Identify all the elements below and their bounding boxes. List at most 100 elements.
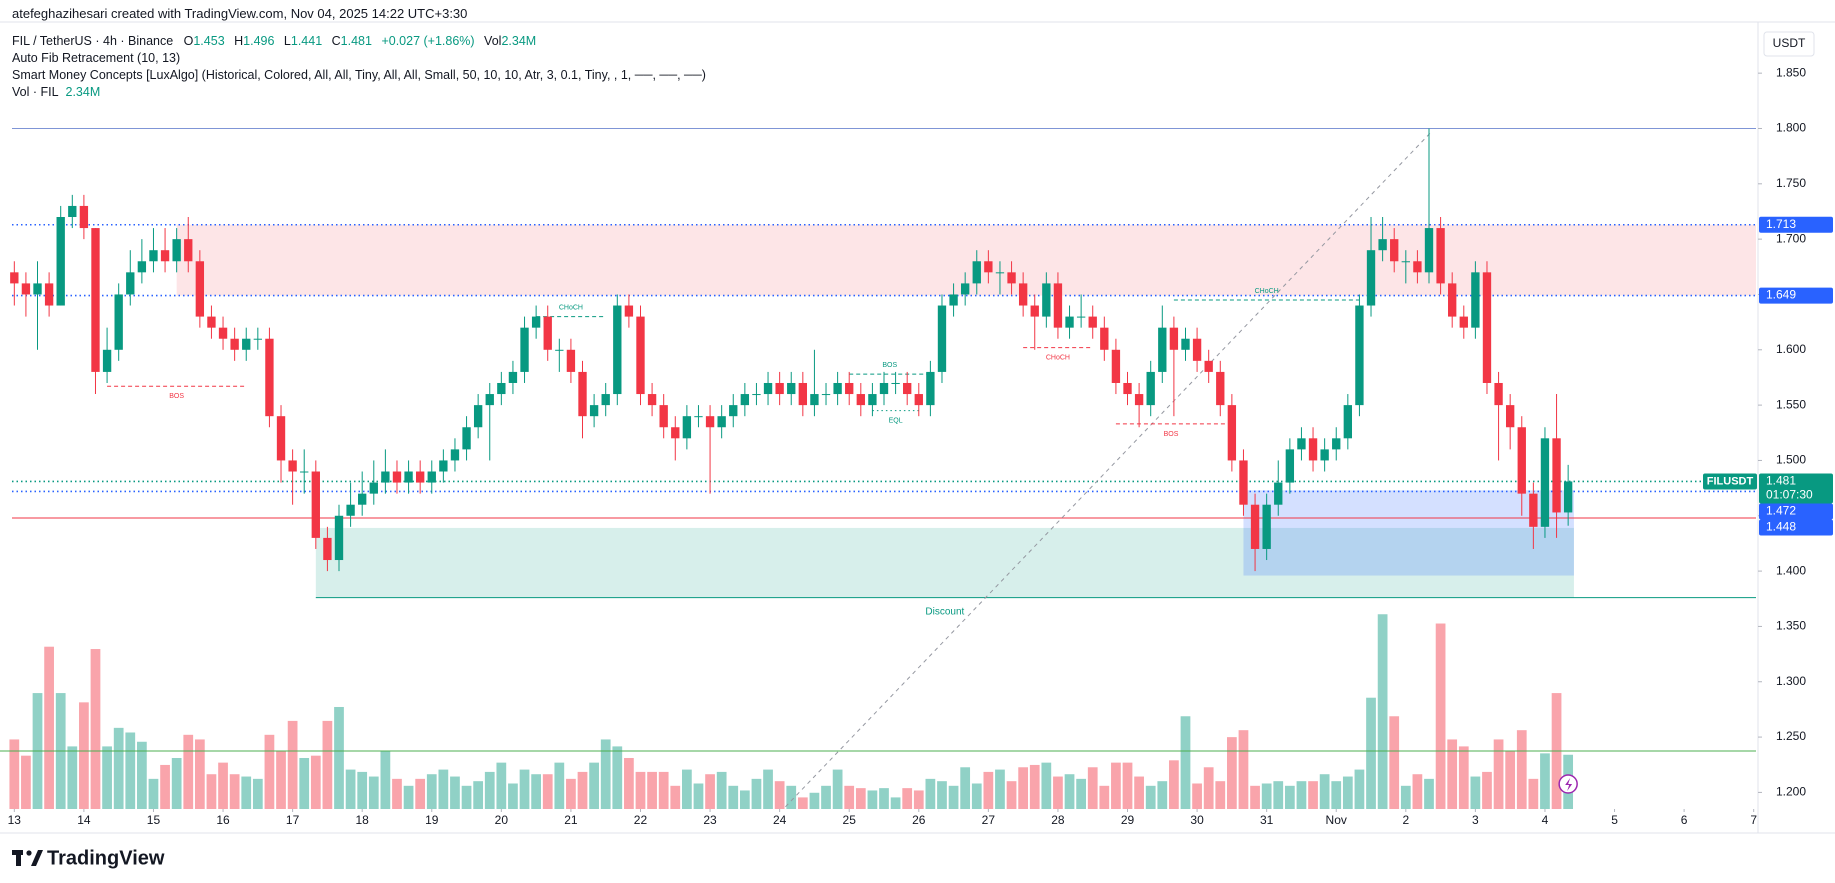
volume-bar <box>821 785 831 809</box>
volume-bar <box>276 751 286 809</box>
volume-bar <box>322 720 333 809</box>
x-tick-label: 18 <box>356 813 370 827</box>
candle-body <box>91 228 100 372</box>
volume-bar <box>218 762 228 809</box>
candle-body <box>311 471 320 538</box>
candle-body <box>671 427 680 439</box>
candle-body <box>230 338 239 350</box>
volume-bar <box>658 771 669 809</box>
volume-bar <box>612 746 623 809</box>
candle-body <box>1552 438 1561 513</box>
volume-bar <box>728 785 739 809</box>
structure-label: CHoCH <box>559 304 583 311</box>
volume-bar <box>797 797 808 809</box>
ohlc-key: L <box>283 34 291 48</box>
volume-bar <box>1528 778 1539 809</box>
candle-body <box>868 394 877 406</box>
volume-bar <box>867 790 878 809</box>
candle-body <box>856 394 865 406</box>
volume-bar <box>125 732 136 809</box>
volume-bar <box>1064 774 1075 809</box>
volume-bar <box>1122 762 1133 809</box>
alert-icon <box>1565 778 1573 791</box>
candle-body <box>798 382 808 406</box>
candle-body <box>578 371 587 417</box>
volume-bar <box>1331 781 1342 809</box>
volume-bar <box>855 788 866 809</box>
candle-body <box>531 316 541 328</box>
candle-body <box>1204 360 1213 372</box>
volume-bar <box>925 778 936 809</box>
candle-body <box>300 471 309 473</box>
x-tick-label: 4 <box>1542 813 1549 827</box>
vol-value: 2.34M <box>65 85 101 99</box>
y-tick-label: 1.750 <box>1776 176 1806 190</box>
volume-bar <box>496 762 507 809</box>
y-tick-label: 1.350 <box>1776 619 1806 633</box>
volume-bar <box>531 774 541 809</box>
volume-bar <box>624 757 634 809</box>
volume-bar <box>264 734 275 809</box>
volume-bar <box>1192 783 1202 809</box>
candle-body <box>172 239 181 262</box>
volume-bar <box>137 741 147 809</box>
volume-bar <box>995 769 1005 809</box>
candle-body <box>450 449 460 461</box>
indicator[interactable]: Smart Money Concepts [LuxAlgo] (Historic… <box>12 68 706 82</box>
volume-bar <box>751 778 762 809</box>
candle-body <box>1563 481 1573 513</box>
y-tick-label: 1.800 <box>1776 121 1806 135</box>
volume-bar <box>484 771 495 809</box>
candle-body <box>1540 438 1550 527</box>
candle-body <box>184 239 193 262</box>
x-tick-label: 24 <box>773 813 787 827</box>
x-tick-label: 7 <box>1750 813 1757 827</box>
candle-body <box>207 316 216 328</box>
x-tick-label: 30 <box>1190 813 1204 827</box>
currency-box[interactable] <box>1763 31 1815 57</box>
logo: TradingView <box>12 847 165 869</box>
volume-bar <box>670 785 681 809</box>
candle-body <box>960 283 970 295</box>
volume-bar <box>299 757 310 809</box>
candle-body <box>1274 482 1283 505</box>
volume-bar <box>519 769 530 809</box>
candle-body <box>276 416 286 461</box>
candle-body <box>601 394 610 406</box>
candle-body <box>1413 261 1422 273</box>
candle-body <box>1448 283 1457 317</box>
candle-body <box>589 405 599 417</box>
logo-mark <box>16 850 21 866</box>
candle-body <box>369 482 378 494</box>
volume-bar <box>1053 776 1063 809</box>
price-tag <box>1759 519 1833 536</box>
candle-body <box>1482 272 1492 383</box>
volume-bar <box>345 769 356 809</box>
volume-bar <box>1273 781 1284 809</box>
candle-body <box>1355 305 1364 406</box>
structure-label: CHoCH <box>1255 288 1279 295</box>
volume-bar <box>577 771 588 809</box>
volume-bar <box>287 720 298 809</box>
zone-label: Discount <box>925 606 964 617</box>
candle-body <box>740 394 750 406</box>
candle-body <box>1262 504 1271 549</box>
indicator[interactable]: Auto Fib Retracement (10, 13) <box>12 51 181 65</box>
candle-body <box>937 305 947 372</box>
ohlc-key: O <box>183 34 194 48</box>
volume-bar <box>1493 739 1504 809</box>
candle-body <box>473 405 483 428</box>
x-tick-label: 22 <box>634 813 648 827</box>
candle-body <box>1366 250 1376 306</box>
y-tick-label: 1.400 <box>1776 563 1806 577</box>
volume-bar <box>44 646 54 809</box>
volume-bar <box>1412 774 1423 809</box>
volume-bar <box>589 762 599 809</box>
candle-body <box>334 515 344 561</box>
candle-body <box>404 471 413 483</box>
currency: USDT <box>1773 36 1806 50</box>
volume-bar <box>148 778 159 809</box>
candle-body <box>659 405 668 428</box>
countdown: 01:07:30 <box>1766 488 1813 502</box>
volume-bar <box>1250 785 1260 809</box>
